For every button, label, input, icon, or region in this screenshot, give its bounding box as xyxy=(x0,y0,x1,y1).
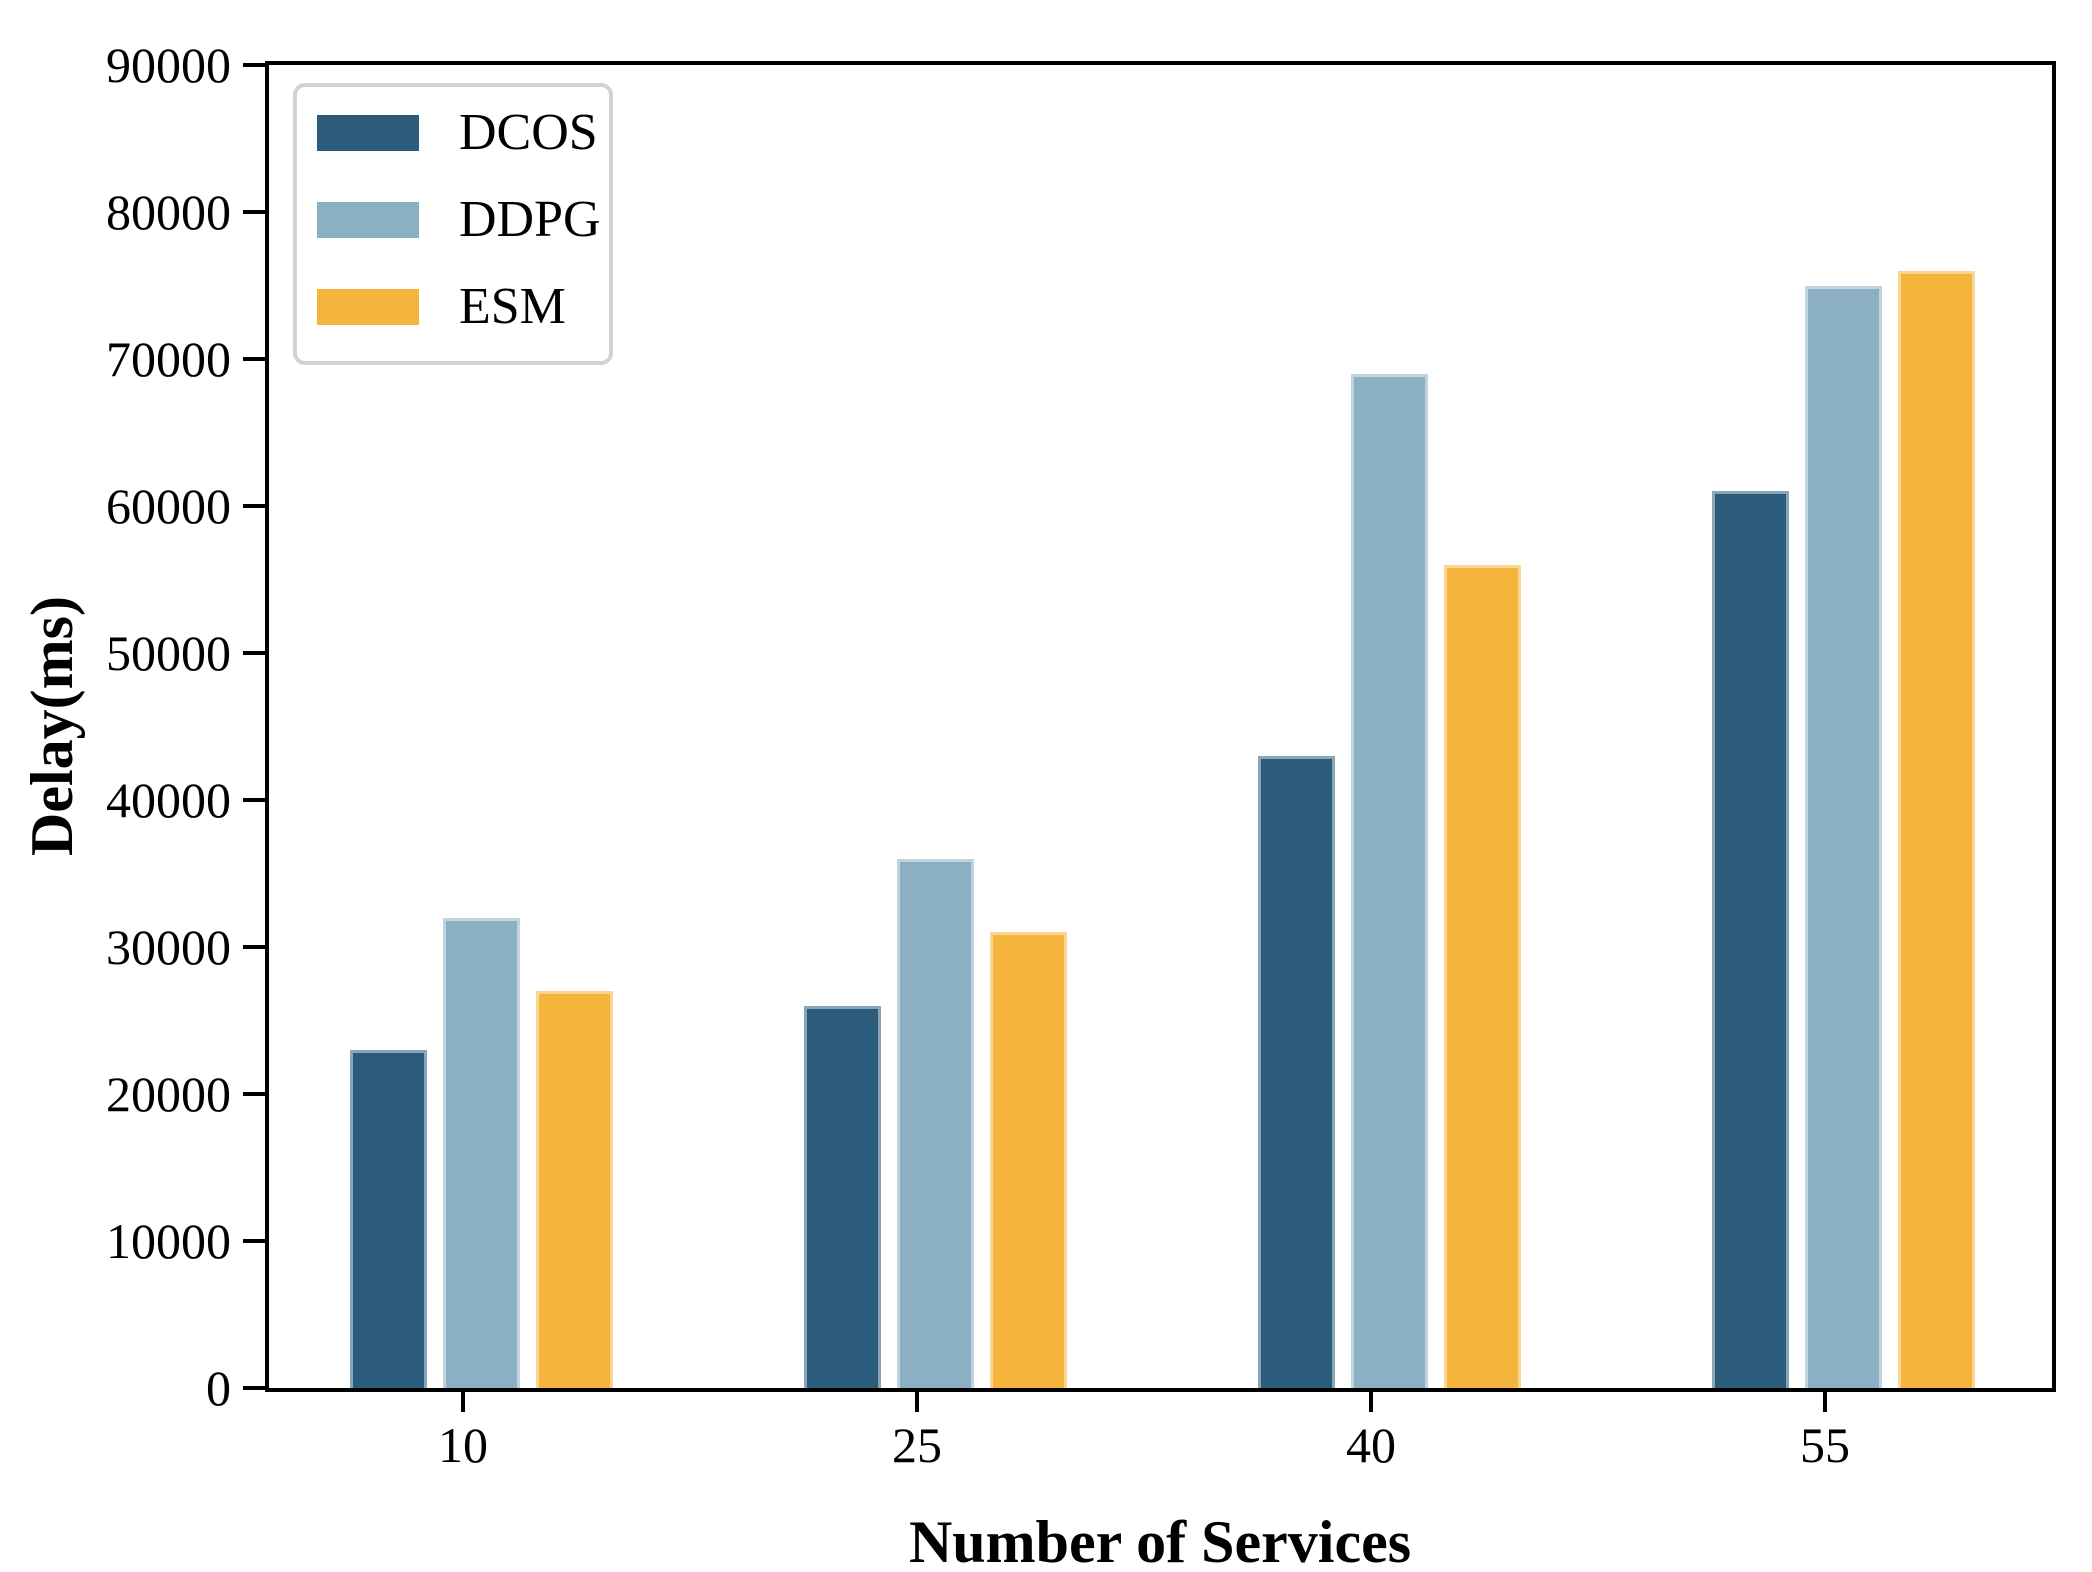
y-tick-label: 50000 xyxy=(106,625,231,681)
x-tick-mark xyxy=(461,1392,465,1412)
y-tick-label: 40000 xyxy=(106,772,231,828)
y-tick-mark xyxy=(243,504,265,508)
y-tick-mark xyxy=(243,798,265,802)
legend-label-ddpg: DDPG xyxy=(459,191,601,248)
legend-label-esm: ESM xyxy=(459,278,566,335)
y-tick-label: 60000 xyxy=(106,478,231,534)
y-tick-mark xyxy=(243,1386,265,1390)
y-tick-mark xyxy=(243,63,265,67)
y-tick-label: 30000 xyxy=(106,919,231,975)
y-tick-mark xyxy=(243,1239,265,1243)
x-tick-label-55: 55 xyxy=(1800,1417,1850,1473)
legend-item-esm: ESM xyxy=(317,281,609,333)
legend-swatch-esm xyxy=(317,289,419,325)
y-tick-label: 90000 xyxy=(106,37,231,93)
x-tick-mark xyxy=(1823,1392,1827,1412)
x-tick-label-10: 10 xyxy=(438,1417,488,1473)
x-tick-mark xyxy=(1369,1392,1373,1412)
bar-ddpg-55 xyxy=(1805,285,1882,1388)
y-tick-label: 0 xyxy=(206,1360,231,1416)
bar-dcos-40 xyxy=(1258,755,1335,1388)
legend-swatch-dcos xyxy=(317,115,419,151)
legend-item-dcos: DCOS xyxy=(317,107,609,159)
y-tick-mark xyxy=(243,651,265,655)
x-axis-label: Number of Services xyxy=(908,1509,1412,1572)
bar-ddpg-10 xyxy=(443,917,520,1388)
x-tick-label-25: 25 xyxy=(892,1417,942,1473)
y-tick-label: 20000 xyxy=(106,1066,231,1122)
bar-esm-25 xyxy=(990,932,1067,1388)
bar-ddpg-40 xyxy=(1351,373,1428,1388)
x-tick-label-40: 40 xyxy=(1346,1417,1396,1473)
y-tick-mark xyxy=(243,357,265,361)
legend: DCOS DDPG ESM xyxy=(293,83,613,365)
y-axis-label: Delay(ms) xyxy=(19,596,85,856)
bar-dcos-25 xyxy=(804,1005,881,1388)
y-tick-label: 70000 xyxy=(106,331,231,387)
y-tick-label: 80000 xyxy=(106,184,231,240)
y-tick-mark xyxy=(243,1092,265,1096)
legend-swatch-ddpg xyxy=(317,202,419,238)
bar-esm-55 xyxy=(1898,270,1975,1388)
legend-item-ddpg: DDPG xyxy=(317,194,609,246)
y-tick-label: 10000 xyxy=(106,1213,231,1269)
y-tick-mark xyxy=(243,210,265,214)
legend-label-dcos: DCOS xyxy=(459,104,598,161)
plot-area: 0 10000 20000 30000 40000 50000 60000 70000 8000… xyxy=(106,40,2056,1470)
x-tick-mark xyxy=(915,1392,919,1412)
y-tick-mark xyxy=(243,945,265,949)
bar-esm-40 xyxy=(1444,564,1521,1388)
bar-ddpg-25 xyxy=(897,858,974,1388)
bar-dcos-10 xyxy=(350,1049,427,1388)
bar-dcos-55 xyxy=(1712,491,1789,1388)
bar-esm-10 xyxy=(536,991,613,1388)
